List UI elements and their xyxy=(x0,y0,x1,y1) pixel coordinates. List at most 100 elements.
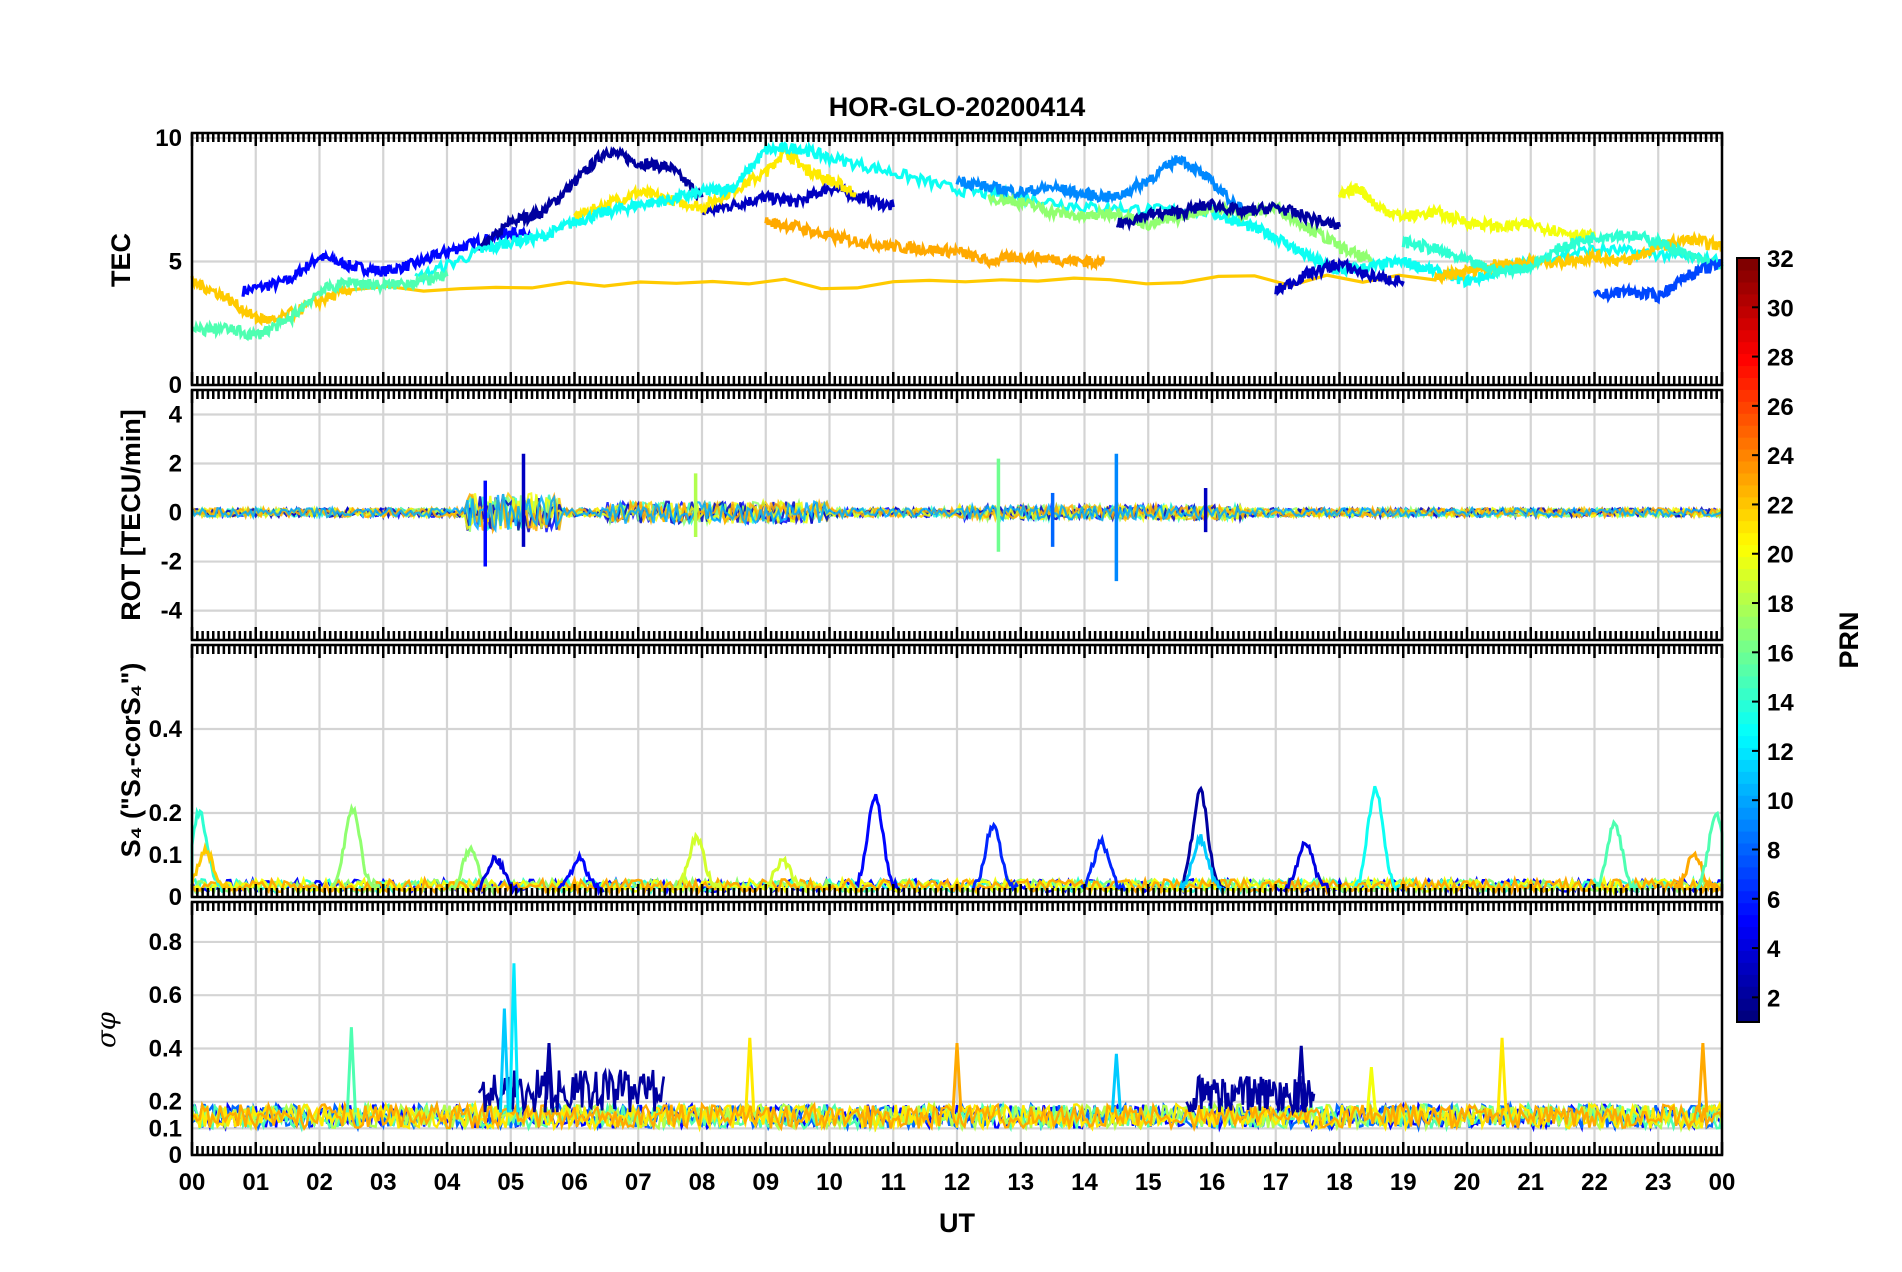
sigma-spike xyxy=(1496,1037,1508,1113)
y-tick-label: 4 xyxy=(169,402,183,429)
colorbar-segment xyxy=(1737,807,1759,820)
chart-title: HOR-GLO-20200414 xyxy=(829,92,1086,122)
s4-bump xyxy=(1672,850,1721,895)
colorbar-segment xyxy=(1737,723,1759,737)
x-tick-label: 01 xyxy=(242,1169,269,1196)
y-tick-label: 0 xyxy=(169,500,182,527)
colorbar-segment xyxy=(1737,950,1759,963)
colorbar-segment xyxy=(1737,663,1759,677)
y-tick-label: 0.6 xyxy=(149,982,182,1009)
colorbar-tick-label: 30 xyxy=(1767,295,1794,322)
colorbar-segment xyxy=(1737,831,1759,844)
s4-bump xyxy=(190,842,231,890)
x-tick-label: 19 xyxy=(1390,1169,1417,1196)
sigma-spike xyxy=(508,963,520,1113)
colorbar-segment xyxy=(1737,938,1759,951)
colorbar-segment xyxy=(1737,269,1759,283)
colorbar-segment xyxy=(1737,281,1759,295)
sigma-baseline-line xyxy=(190,1099,1724,1133)
colorbar-segment xyxy=(1737,616,1759,629)
x-tick-label: 22 xyxy=(1581,1169,1608,1196)
colorbar-segment xyxy=(1737,508,1759,522)
colorbar-segment xyxy=(1737,651,1759,665)
sigma-spike xyxy=(345,1027,357,1113)
colorbar-tick-label: 26 xyxy=(1767,394,1794,421)
colorbar-tick-label: 22 xyxy=(1767,492,1794,519)
x-tick-label: 00 xyxy=(1709,1169,1736,1196)
sigma-spike xyxy=(498,1008,510,1113)
colorbar-segment xyxy=(1737,413,1759,426)
colorbar-segment xyxy=(1737,556,1759,569)
y-tick-label: 0.1 xyxy=(149,1115,182,1142)
x-tick-label: 20 xyxy=(1454,1169,1481,1196)
colorbar-segment xyxy=(1737,699,1759,713)
colorbar-segment xyxy=(1737,317,1759,331)
colorbar-tick-label: 12 xyxy=(1767,739,1794,766)
s4-bump xyxy=(1593,818,1641,894)
colorbar-segment xyxy=(1737,484,1759,498)
y-tick-label: 0.1 xyxy=(149,842,182,869)
panel-tec: 0 5 10 xyxy=(155,125,1724,399)
x-tick-label: 16 xyxy=(1199,1169,1226,1196)
tec-series-line xyxy=(764,217,1106,272)
x-tick-label: 17 xyxy=(1262,1169,1289,1196)
colorbar-segment xyxy=(1737,532,1759,546)
x-tick-label: 18 xyxy=(1326,1169,1353,1196)
colorbar-segment xyxy=(1737,735,1759,749)
tec-series-line xyxy=(1115,197,1342,232)
y-tick-label: 0.2 xyxy=(149,800,182,827)
x-tick-label: 13 xyxy=(1007,1169,1034,1196)
colorbar-segment xyxy=(1737,353,1759,367)
rot-series-line xyxy=(190,493,1723,534)
s4-bump xyxy=(448,844,497,897)
colorbar-segment xyxy=(1737,890,1759,904)
sigma-spike xyxy=(543,1043,555,1113)
colorbar-segment xyxy=(1737,258,1759,271)
colorbar-segment xyxy=(1737,914,1759,928)
colorbar-segment xyxy=(1737,711,1759,725)
sigma-spike xyxy=(951,1043,963,1113)
colorbar-tick-label: 24 xyxy=(1767,443,1794,470)
colorbar-segment xyxy=(1737,819,1759,832)
colorbar-tick-label: 8 xyxy=(1767,837,1780,864)
x-tick-label: 12 xyxy=(944,1169,971,1196)
colorbar-segment xyxy=(1737,926,1759,940)
tec-series-line xyxy=(190,268,449,342)
colorbar-tick-label: 28 xyxy=(1767,345,1794,372)
colorbar-label: PRN xyxy=(1834,611,1864,668)
colorbar-segment xyxy=(1737,329,1759,343)
s4-bump xyxy=(675,831,723,891)
tec-series-line xyxy=(1401,228,1724,281)
rot-series-line xyxy=(191,491,1724,535)
tec-series-line xyxy=(1593,258,1723,305)
colorbar-segment xyxy=(1737,592,1759,605)
y-tick-label: -2 xyxy=(161,549,182,576)
x-tick-label: 07 xyxy=(625,1169,652,1196)
colorbar-segment xyxy=(1737,986,1759,999)
y-tick-label: 10 xyxy=(155,125,182,152)
x-tick-label: 14 xyxy=(1071,1169,1098,1196)
ylabel-tec: TEC xyxy=(106,233,136,287)
colorbar-segment xyxy=(1737,472,1759,486)
colorbar-frame xyxy=(1736,257,1760,1023)
x-tick-label: 21 xyxy=(1517,1169,1544,1196)
colorbar-tick-label: 32 xyxy=(1767,246,1794,273)
s4-bump xyxy=(557,850,605,897)
panel-s4: 0 0.1 0.2 0.4 xyxy=(149,643,1724,911)
ylabel-rot: ROT [TECU/min] xyxy=(116,409,146,620)
s4-bump xyxy=(1080,833,1127,894)
colorbar-segment xyxy=(1737,866,1759,880)
colorbar-segment xyxy=(1737,628,1759,641)
colorbar-segment xyxy=(1737,305,1759,319)
colorbar-segment xyxy=(1737,604,1759,617)
colorbar-tick-label: 6 xyxy=(1767,887,1780,914)
colorbar-segment xyxy=(1737,365,1759,378)
x-tick-label: 04 xyxy=(434,1169,461,1196)
colorbar-segment xyxy=(1737,544,1759,558)
tec-series-line xyxy=(414,140,1724,289)
colorbar-segment xyxy=(1737,293,1759,307)
x-tick-label: 09 xyxy=(752,1169,779,1196)
sigma-spike xyxy=(1697,1043,1709,1113)
colorbar-segment xyxy=(1737,460,1759,474)
